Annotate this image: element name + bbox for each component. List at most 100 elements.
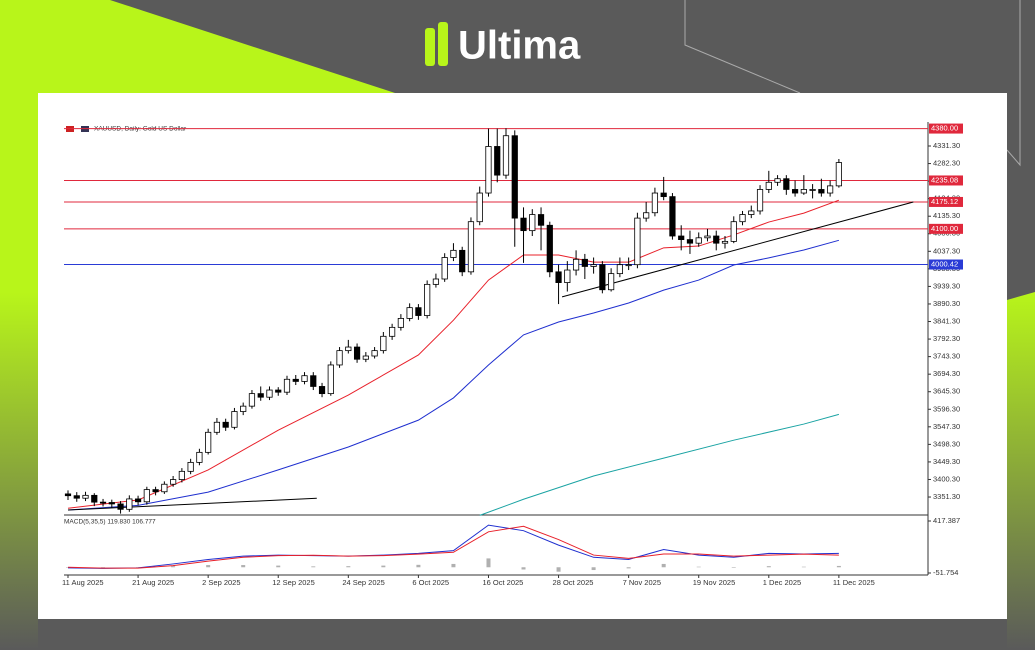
- candle-body: [695, 237, 702, 244]
- chart-title: XAUUSD, Daily: Gold US Dollar: [94, 126, 187, 133]
- macd-bar: [416, 564, 421, 568]
- candle-body: [240, 405, 247, 412]
- candle-body: [721, 240, 729, 244]
- macd-line: [67, 524, 839, 569]
- candle-body: [555, 271, 562, 283]
- candle-body: [318, 386, 326, 395]
- candle-body: [292, 378, 299, 382]
- y-tick-label: 3645.30: [933, 387, 960, 396]
- macd-bar: [486, 558, 491, 568]
- candle-body: [502, 135, 510, 176]
- candle-body: [415, 307, 422, 316]
- logo-icon: [438, 22, 448, 66]
- lime-shape: [0, 0, 395, 650]
- candle-body: [800, 189, 807, 194]
- level-label-box: [929, 223, 963, 234]
- candle-body: [301, 375, 308, 382]
- candle-body: [546, 224, 553, 273]
- x-tick-label: 6 Oct 2025: [412, 578, 449, 587]
- y-tick-label: 4282.30: [933, 159, 960, 168]
- x-tick-label: 21 Aug 2025: [132, 578, 174, 587]
- candle-body: [651, 192, 659, 214]
- candle-body: [713, 235, 720, 244]
- candle-body: [774, 178, 781, 183]
- y-tick-label: 3351.30: [933, 492, 960, 501]
- candle-body: [730, 221, 737, 242]
- macd-tick-label: -51.754: [933, 568, 958, 577]
- candle-body: [161, 483, 168, 493]
- candle-body: [336, 350, 343, 366]
- candle-body: [572, 258, 580, 271]
- x-tick-label: 12 Sep 2025: [272, 578, 315, 587]
- candle-body: [371, 350, 378, 357]
- candle-body: [91, 494, 98, 503]
- y-tick-label: 4037.30: [933, 246, 960, 255]
- candle-body: [82, 494, 89, 499]
- x-tick-label: 24 Sep 2025: [342, 578, 385, 587]
- candle-body: [64, 493, 72, 497]
- moving-average: [479, 413, 840, 516]
- x-tick-label: 28 Oct 2025: [553, 578, 594, 587]
- macd-bar: [836, 565, 841, 568]
- y-tick-label: 3841.30: [933, 317, 960, 326]
- macd-bar: [381, 565, 386, 568]
- y-tick-label: 3547.30: [933, 422, 960, 431]
- candle-body: [791, 189, 799, 194]
- candle-body: [564, 269, 571, 283]
- candle-body: [99, 501, 107, 504]
- candle-body: [756, 189, 764, 212]
- macd-bar: [521, 567, 526, 570]
- candle-body: [616, 264, 623, 275]
- candle-body: [117, 503, 124, 510]
- candle-body: [73, 495, 80, 499]
- macd-bar: [311, 566, 316, 568]
- candle-body: [108, 502, 115, 505]
- candle-body: [170, 479, 177, 485]
- y-tick-label: 3596.30: [933, 404, 960, 413]
- outline: [1006, 0, 1021, 167]
- macd-bar: [801, 566, 806, 568]
- x-tick-label: 1 Dec 2025: [763, 578, 801, 587]
- candle-body: [485, 146, 492, 194]
- x-tick-label: 16 Oct 2025: [482, 578, 523, 587]
- candle-body: [511, 135, 518, 219]
- candle-body: [222, 421, 229, 428]
- candle-body: [327, 364, 334, 395]
- candle-body: [827, 185, 834, 194]
- candle-body: [143, 489, 150, 503]
- candle-body: [739, 214, 746, 223]
- candle-body: [424, 283, 431, 316]
- candle-body: [283, 378, 291, 393]
- candle-body: [660, 192, 667, 198]
- candle-body: [389, 326, 396, 337]
- candle-body: [818, 189, 825, 194]
- candle-body: [257, 393, 264, 398]
- macd-bar: [206, 565, 211, 568]
- moving-average: [67, 199, 840, 509]
- candle-body: [441, 257, 448, 280]
- candle-body: [599, 264, 606, 291]
- macd-title: MACD(5,35,5) 119.830 106.777: [64, 519, 156, 526]
- candle-body: [380, 335, 387, 352]
- candle-body: [529, 214, 536, 232]
- trendline: [67, 497, 317, 511]
- level-label: 4175.12: [931, 197, 958, 206]
- candle-body: [397, 317, 404, 328]
- chart-panel: [38, 93, 1007, 619]
- candle-body: [213, 421, 221, 433]
- y-tick-label: 3890.30: [933, 299, 960, 308]
- candle-body: [196, 451, 203, 463]
- candle-body: [432, 278, 440, 285]
- candle-body: [590, 264, 597, 267]
- moving-average: [67, 239, 840, 511]
- candle-body: [266, 389, 273, 398]
- y-tick-label: 3792.30: [933, 334, 960, 343]
- candle-body: [205, 431, 212, 453]
- x-tick-label: 2 Sep 2025: [202, 578, 240, 587]
- candle-body: [537, 214, 545, 226]
- level-label: 4100.00: [931, 224, 958, 233]
- macd-bar: [696, 566, 701, 568]
- candle-body: [275, 389, 282, 393]
- x-tick-label: 7 Nov 2025: [623, 578, 661, 587]
- candle-body: [625, 264, 632, 267]
